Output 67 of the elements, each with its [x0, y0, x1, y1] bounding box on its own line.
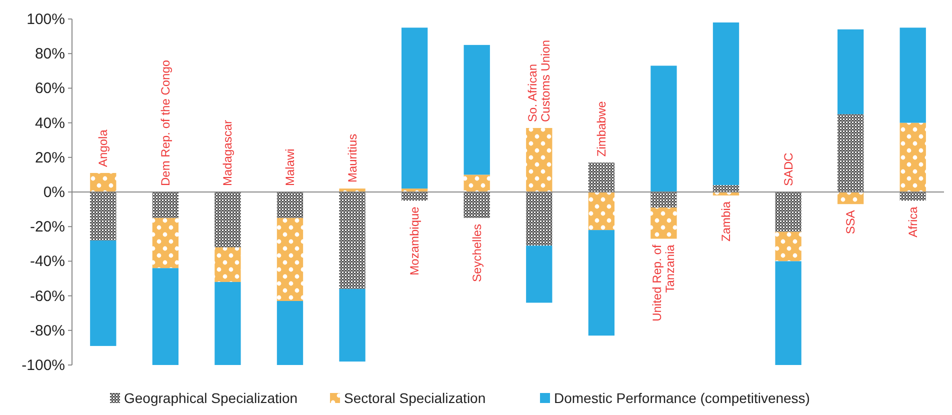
bar	[650, 192, 677, 208]
x-tick-label: SSA	[844, 210, 858, 234]
legend-label: Sectoral Specialization	[344, 390, 486, 406]
y-tick-label: -100%	[22, 357, 65, 374]
bar	[712, 185, 740, 192]
bar	[900, 28, 926, 123]
bar	[900, 192, 926, 201]
bar	[526, 246, 552, 303]
bar	[214, 192, 241, 248]
x-tick-label: Zimbabwe	[594, 100, 608, 157]
bar	[588, 162, 615, 192]
x-tick-label: Dem Rep. of the Congo	[158, 60, 172, 186]
bar	[214, 282, 241, 365]
y-tick-label: 80%	[34, 46, 65, 63]
x-tick-label: Madagascar	[220, 120, 235, 186]
bar	[464, 174, 490, 192]
bar	[650, 208, 677, 239]
bar	[152, 192, 179, 218]
bar	[837, 114, 864, 192]
y-tick-label: 40%	[34, 114, 65, 132]
legend-label: Geographical Specialization	[124, 390, 298, 406]
y-tick-label: 0%	[43, 184, 65, 201]
bar	[837, 29, 864, 114]
x-tick-label: United Rep. of Tanzania	[650, 244, 678, 322]
y-tick-label: 20%	[34, 149, 65, 166]
y-tick-label: -60%	[30, 288, 65, 305]
x-tick-label: Mozambique	[408, 206, 422, 276]
bar	[588, 230, 615, 336]
bar	[775, 192, 802, 232]
bar	[90, 192, 116, 240]
bar	[401, 192, 428, 201]
bar	[712, 22, 740, 186]
y-tick-label: 60%	[34, 80, 65, 98]
bar	[464, 192, 490, 218]
legend-label: Domestic Performance (competitiveness)	[554, 390, 810, 406]
x-tick-label: Seychelles	[470, 224, 484, 282]
bar	[276, 192, 304, 218]
x-tick-label: Africa	[906, 206, 920, 238]
bar	[650, 66, 677, 192]
x-tick-label: Zambia	[719, 201, 733, 242]
bar	[775, 261, 802, 365]
y-tick-label: -20%	[30, 218, 65, 236]
bar	[339, 288, 366, 362]
bar	[775, 232, 802, 262]
bar	[276, 218, 304, 301]
x-tick-label: So. African Customs Union	[526, 40, 553, 122]
bar	[900, 122, 926, 192]
bar	[526, 128, 552, 192]
bar	[276, 300, 304, 365]
bar	[401, 28, 428, 189]
bar	[152, 268, 179, 365]
x-tick-label: Mauritius	[345, 134, 360, 183]
bar	[214, 247, 241, 282]
bar	[339, 192, 366, 289]
bar	[464, 44, 490, 175]
bar	[152, 218, 179, 268]
x-tick-label: Malawi	[283, 148, 297, 186]
y-tick-label: -40%	[30, 253, 65, 270]
x-tick-label: Angola	[96, 129, 110, 167]
bar	[588, 192, 615, 230]
bar	[837, 192, 864, 204]
bar	[526, 192, 552, 246]
bar	[90, 240, 116, 346]
y-tick-label: 100%	[26, 11, 65, 28]
bar	[90, 172, 116, 192]
x-tick-label: SADC	[781, 152, 796, 186]
y-tick-label: -80%	[30, 322, 65, 340]
